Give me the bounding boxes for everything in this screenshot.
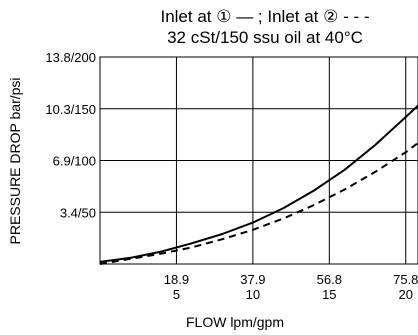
y-axis-label: PRESSURE DROP bar/psi xyxy=(7,77,23,244)
chart-title: Inlet at ① — ; Inlet at ② - - - xyxy=(160,7,369,26)
x-tick-label-gpm: 20 xyxy=(399,287,413,302)
grid xyxy=(100,56,418,264)
x-tick-labels: 18.95 37.910 56.815 75.820 xyxy=(164,272,418,302)
x-tick-label-gpm: 10 xyxy=(246,287,260,302)
chart-subtitle: 32 cSt/150 ssu oil at 40°C xyxy=(167,28,363,47)
y-tick-label: 3.4/50 xyxy=(60,205,96,220)
x-tick-label-gpm: 15 xyxy=(322,287,336,302)
x-tick-label-gpm: 5 xyxy=(173,287,180,302)
y-tick-labels: 3.4/50 6.9/100 10.3/150 13.8/200 xyxy=(45,50,96,220)
series-line-2 xyxy=(99,142,418,265)
y-tick-label: 10.3/150 xyxy=(45,102,96,117)
x-tick-label-lpm: 75.8 xyxy=(393,272,418,287)
y-tick-label: 13.8/200 xyxy=(45,50,96,65)
x-tick-label-lpm: 37.9 xyxy=(240,272,265,287)
x-tick-label-lpm: 18.9 xyxy=(164,272,189,287)
plot-frame xyxy=(99,56,418,265)
y-tick-label: 6.9/100 xyxy=(53,154,96,169)
x-axis-label: FLOW lpm/gpm xyxy=(186,314,284,330)
x-tick-label-lpm: 56.8 xyxy=(317,272,342,287)
series-line-1 xyxy=(99,104,418,263)
series-group xyxy=(99,104,418,265)
